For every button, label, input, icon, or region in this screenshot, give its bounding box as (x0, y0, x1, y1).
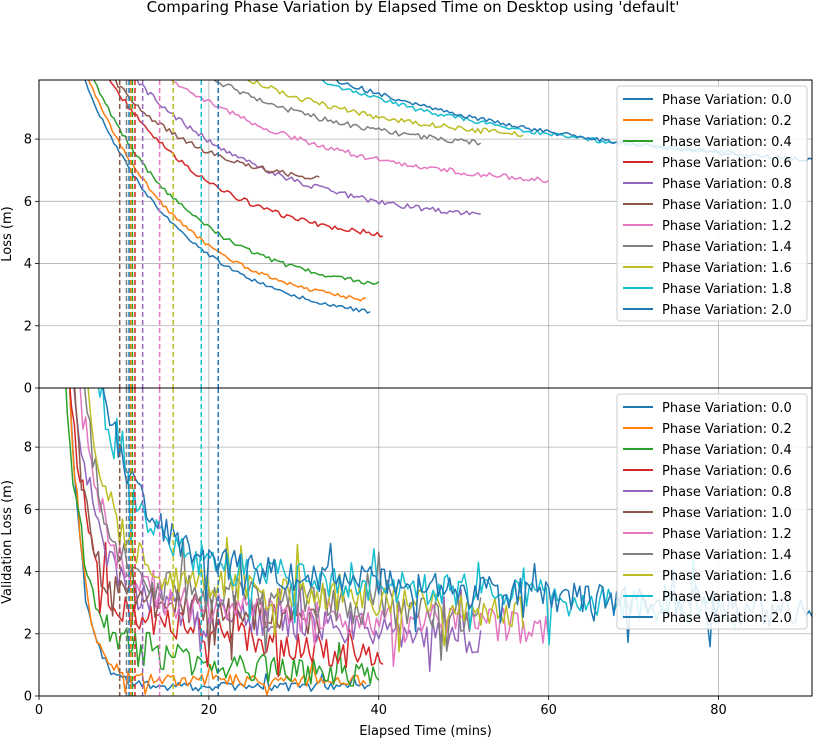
y-tick-label: 4 (24, 565, 32, 580)
top-legend: Phase Variation: 0.0 Phase Variation: 0.2… (616, 85, 808, 322)
legend-entry: Phase Variation: 0.4 (662, 135, 792, 150)
x-tick-label: 80 (710, 703, 727, 718)
y-tick-label: 6 (24, 195, 32, 210)
top-vlines (118, 80, 219, 388)
legend-entry: Phase Variation: 1.0 (662, 506, 792, 521)
x-tick-label: 40 (371, 703, 388, 718)
y-tick-label: 2 (24, 627, 32, 642)
bottom-ylabel: Validation Loss (m) (0, 480, 15, 604)
series-line-bottom-6 (79, 388, 550, 667)
series-line-top-8 (242, 80, 524, 138)
y-tick-label: 0 (24, 382, 32, 397)
y-tick-label: 2 (24, 319, 32, 334)
series-line-top-5 (114, 80, 320, 180)
bottom-axes-frame (38, 387, 813, 697)
legend-entry: Phase Variation: 1.4 (662, 548, 792, 563)
legend-entry: Phase Variation: 1.6 (662, 569, 792, 584)
legend-box (616, 85, 808, 322)
series-line-bottom-1 (68, 388, 367, 696)
y-tick-label: 0 (24, 690, 32, 705)
x-tick-label: 60 (540, 703, 557, 718)
legend-entry: Phase Variation: 0.2 (662, 422, 792, 437)
legend-entry: Phase Variation: 2.0 (662, 303, 792, 318)
series-line-bottom-4 (73, 388, 482, 672)
legend-entry: Phase Variation: 2.0 (662, 611, 792, 626)
series-line-top-6 (171, 80, 550, 184)
legend-entry: Phase Variation: 1.4 (662, 240, 792, 255)
bottom-legend: Phase Variation: 0.0 Phase Variation: 0.2… (616, 393, 808, 630)
y-tick-label: 6 (24, 503, 32, 518)
x-tick-label: 0 (35, 703, 43, 718)
legend-entry: Phase Variation: 1.8 (662, 282, 792, 297)
legend-entry: Phase Variation: 0.0 (662, 93, 792, 108)
legend-box (616, 393, 808, 630)
bottom-vlines (118, 388, 219, 696)
legend-entry: Phase Variation: 0.6 (662, 464, 792, 479)
series-line-top-4 (136, 80, 481, 216)
series-line-top-1 (87, 80, 367, 302)
legend-entry: Phase Variation: 0.0 (662, 401, 792, 416)
y-tick-label: 8 (24, 133, 32, 148)
legend-entry: Phase Variation: 0.8 (662, 177, 792, 192)
y-tick-label: 8 (24, 441, 32, 456)
x-tick-label: 20 (201, 703, 218, 718)
series-line-bottom-0 (68, 388, 371, 692)
legend-entry: Phase Variation: 1.6 (662, 261, 792, 276)
series-line-bottom-8 (87, 388, 524, 653)
legend-entry: Phase Variation: 1.2 (662, 527, 792, 542)
y-tick-label: 4 (24, 257, 32, 272)
bottom-xlabel: Elapsed Time (mins) (359, 724, 492, 739)
legend-entry: Phase Variation: 1.2 (662, 219, 792, 234)
legend-entry: Phase Variation: 0.8 (662, 485, 792, 500)
legend-entry: Phase Variation: 0.6 (662, 156, 792, 171)
panel-bottom: 0 2 4 6 8 Validation Loss (m) 0 20 40 60 80 Elapsed… (0, 387, 813, 739)
top-ylabel: Loss (m) (0, 206, 15, 261)
series-line-bottom-3 (69, 388, 384, 678)
series-line-bottom-5 (73, 388, 321, 661)
series-line-top-7 (213, 80, 482, 146)
legend-entry: Phase Variation: 0.2 (662, 114, 792, 129)
figure-title: Comparing Phase Variation by Elapsed Tim… (147, 0, 680, 16)
legend-entry: Phase Variation: 1.8 (662, 590, 792, 605)
legend-entry: Phase Variation: 0.4 (662, 443, 792, 458)
legend-entry: Phase Variation: 1.0 (662, 198, 792, 213)
series-line-bottom-2 (65, 388, 380, 687)
